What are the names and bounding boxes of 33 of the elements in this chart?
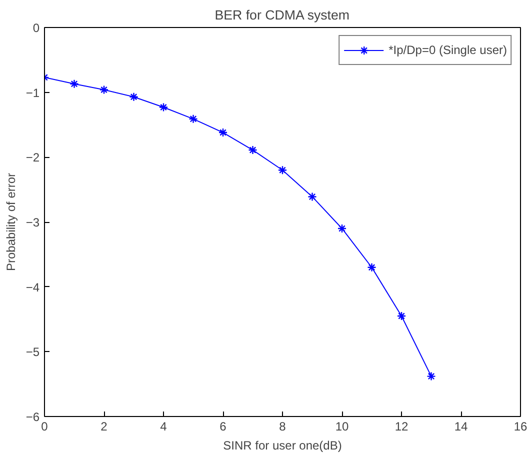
y-tick-label: −3	[26, 216, 40, 230]
x-axis-title: SINR for user one(dB)	[223, 438, 342, 452]
point	[396, 311, 406, 321]
y-axis-title: Probability of error	[4, 172, 18, 272]
point	[129, 92, 138, 102]
x-tick-label: 6	[220, 420, 227, 434]
point	[158, 102, 168, 112]
y-tick-label: −2	[26, 150, 40, 165]
point	[337, 224, 347, 234]
x-tick-label: 2	[100, 420, 108, 434]
point	[99, 85, 109, 94]
x-tick-label: 16	[514, 420, 528, 434]
point	[248, 145, 258, 155]
y-tick-label: −4	[26, 280, 40, 294]
legend-label: *Ip/Dp=0 (Single user)	[388, 43, 507, 57]
point	[367, 262, 376, 272]
x-tick-label: 10	[335, 420, 349, 434]
y-tick-label: −5	[26, 345, 40, 360]
x-tick-label: 0	[41, 420, 48, 434]
point	[426, 372, 436, 381]
y-tick-label: −1	[26, 86, 40, 100]
point	[308, 192, 317, 202]
y-tick-label: −6	[26, 410, 40, 424]
point	[218, 128, 228, 138]
x-tick-label: 8	[279, 420, 286, 434]
y-tick-label: 0	[32, 21, 40, 35]
point	[188, 114, 198, 124]
point	[70, 79, 79, 89]
point	[278, 166, 288, 175]
x-tick-label: 4	[160, 420, 168, 434]
chart-title: BER for CDMA system	[214, 8, 350, 22]
x-tick-label: 14	[454, 420, 468, 434]
x-tick-label: 12	[394, 420, 408, 434]
